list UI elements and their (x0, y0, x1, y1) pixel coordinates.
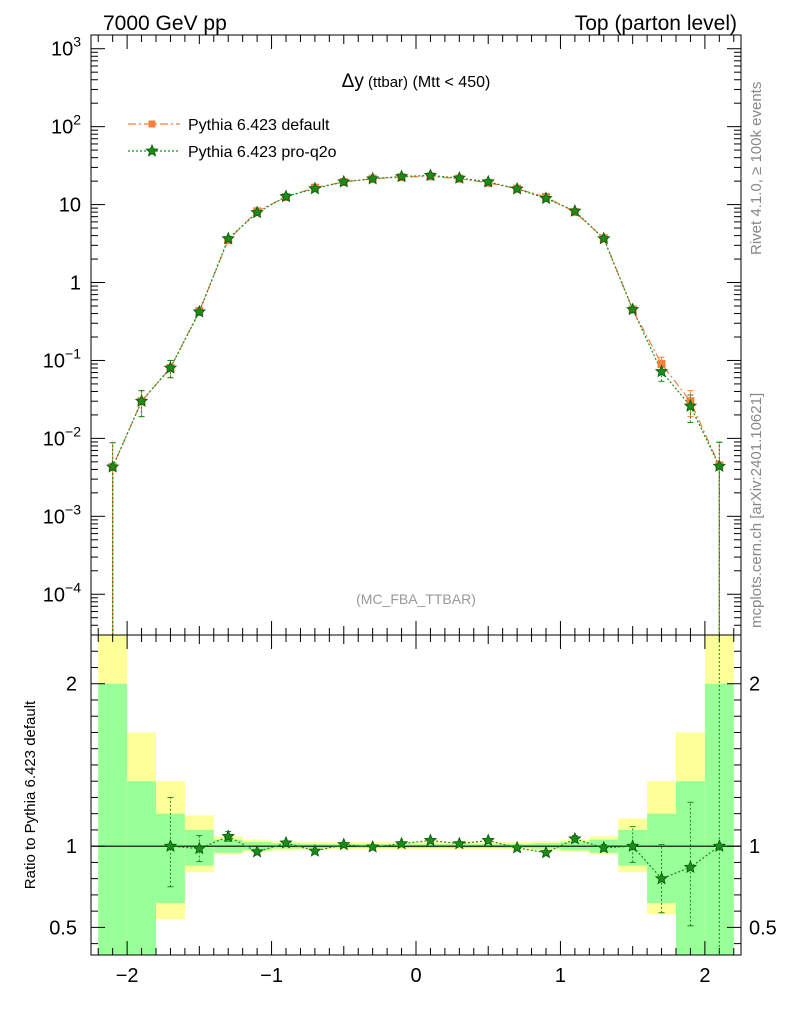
ratio-point (539, 845, 553, 859)
data-point-proq2o (654, 364, 669, 378)
main-y-tick-label: 102 (51, 112, 81, 139)
ratio-y-tick-label-right: 0.5 (749, 917, 777, 939)
data-point-proq2o (597, 231, 611, 245)
header-right-title: Top (parton level) (575, 12, 737, 35)
band-green (98, 683, 128, 955)
ratio-point (221, 829, 235, 843)
legend-label-proq2o: Pythia 6.423 pro-q2o (188, 144, 337, 161)
ratio-point (510, 840, 524, 854)
ratio-x-ticks: −2 −1 0 1 2 (97, 635, 735, 987)
ratio-panel: 0.5 0.5 1 1 2 2 −2 −1 0 1 2 Ratio to Pythia 6.423… (22, 634, 777, 987)
ratio-y-tick-label: 1 (66, 836, 77, 858)
data-point-proq2o (481, 174, 495, 188)
legend-marker-default (148, 120, 156, 128)
ratio-point (279, 835, 293, 849)
data-point-proq2o (365, 171, 380, 185)
ratio-point (250, 844, 264, 858)
ratio-point (683, 860, 698, 873)
ratio-point (394, 836, 409, 850)
data-point-proq2o (625, 302, 640, 316)
ratio-point (654, 871, 669, 885)
data-point-proq2o (337, 174, 351, 188)
data-point-proq2o (221, 231, 235, 245)
data-point-proq2o (279, 189, 293, 203)
main-y-tick-label: 10−2 (43, 423, 81, 450)
data-point-proq2o (394, 169, 409, 183)
data-point-proq2o (163, 360, 178, 374)
main-panel: 10−4 10−3 10−2 10−1 1 10 102 103 Δy (ttbar) (Mt… (43, 34, 742, 636)
main-y-tick-label: 10−4 (43, 579, 81, 606)
ratio-point (337, 837, 351, 851)
band-green (127, 781, 156, 955)
data-point-proq2o (134, 394, 149, 407)
data-point-proq2o (568, 204, 582, 217)
data-point-proq2o (452, 171, 467, 184)
x-tick-label: −2 (116, 965, 139, 987)
ratio-uncertainty-bands (98, 635, 734, 955)
ratio-error-bars (167, 635, 720, 955)
ratio-point (568, 831, 582, 845)
ratio-point (625, 839, 640, 852)
main-y-tick-label: 10−3 (43, 501, 81, 528)
ratio-point (163, 839, 178, 852)
main-y-tick-label: 103 (51, 34, 81, 61)
data-point-proq2o (510, 181, 524, 195)
main-x-ticks (97, 35, 735, 635)
side-label-mcplots: mcplots.cern.ch [arXiv:2401.10621] (748, 393, 765, 628)
main-error-bars (109, 235, 723, 636)
main-markers (105, 168, 727, 473)
x-tick-label: −1 (260, 965, 283, 987)
ratio-point (192, 841, 207, 855)
ratio-y-tick-label: 2 (66, 674, 77, 696)
ratio-point (423, 833, 438, 847)
legend-marker-proq2o (145, 143, 159, 157)
ratio-point (481, 833, 495, 847)
ratio-markers (163, 829, 727, 885)
main-y-ticks: 10−4 10−3 10−2 10−1 1 10 102 103 (43, 34, 741, 636)
data-point-proq2o (423, 168, 438, 182)
main-y-tick-label: 10−1 (43, 345, 81, 372)
data-point-proq2o (539, 191, 553, 205)
x-tick-label: 2 (699, 965, 710, 987)
band-green (647, 813, 676, 904)
data-point-proq2o (683, 399, 698, 412)
main-series-lines (112, 174, 720, 635)
ratio-point (452, 836, 467, 850)
series-line-1 (112, 174, 720, 635)
ratio-y-tick-label-right: 2 (749, 674, 760, 696)
data-point-proq2o (250, 205, 264, 219)
legend-label-default: Pythia 6.423 default (188, 117, 330, 134)
ratio-point (308, 843, 322, 857)
data-point-proq2o (712, 459, 727, 472)
plot-title: Δy (ttbar) (Mtt < 450) (342, 71, 491, 92)
data-point-proq2o (192, 304, 207, 318)
main-y-tick-label: 1 (70, 273, 81, 295)
ratio-point (597, 840, 611, 854)
x-tick-label: 0 (410, 965, 421, 987)
data-point-default (657, 360, 666, 369)
ratio-point (365, 839, 380, 853)
ratio-y-tick-label: 0.5 (49, 917, 77, 939)
ratio-y-axis-label: Ratio to Pythia 6.423 default (22, 700, 39, 889)
data-point-proq2o (105, 459, 120, 473)
analysis-watermark: (MC_FBA_TTBAR) (356, 591, 476, 607)
x-tick-label: 1 (555, 965, 566, 987)
series-line-0 (112, 175, 720, 635)
legend: Pythia 6.423 default Pythia 6.423 pro-q2… (128, 117, 337, 161)
ratio-point (712, 839, 727, 852)
ratio-y-tick-label-right: 1 (749, 836, 760, 858)
ratio-frame (90, 634, 742, 956)
ratio-series-line (170, 835, 720, 880)
header-left-title: 7000 GeV pp (103, 12, 227, 35)
legend-star-icon (145, 143, 159, 157)
data-point-proq2o (308, 181, 322, 195)
main-y-tick-label: 10 (59, 195, 81, 217)
side-label-rivet: Rivet 4.1.0, ≥ 100k events (748, 82, 765, 255)
